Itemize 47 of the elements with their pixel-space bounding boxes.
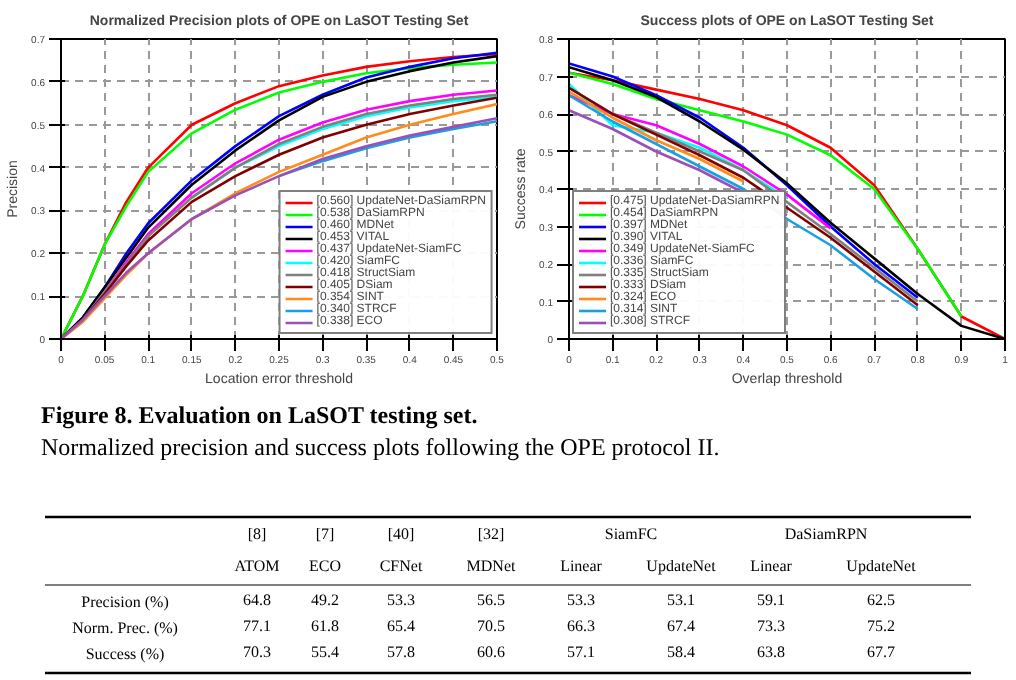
data-label: 66.3 bbox=[567, 617, 595, 635]
text: [32] bbox=[477, 525, 505, 543]
data-label: 56.5 bbox=[477, 591, 505, 609]
data-label: 70.5 bbox=[477, 617, 505, 635]
text: [40] bbox=[387, 525, 415, 543]
data-label: 60.6 bbox=[477, 643, 505, 661]
text: [8] bbox=[247, 525, 267, 543]
line-series bbox=[103, 89, 497, 294]
category-label: CFNet bbox=[379, 557, 424, 575]
data-label: 58.4 bbox=[667, 643, 695, 661]
data-label: 53.1 bbox=[667, 591, 695, 609]
data-label: 53.3 bbox=[567, 591, 595, 609]
data-label: 70.3 bbox=[243, 643, 271, 661]
text: Normalized precision and success plots following the OPE protocol II. bbox=[41, 433, 720, 461]
data-label: 61.8 bbox=[311, 617, 339, 635]
category-label: MDNet bbox=[466, 557, 517, 575]
data-label: 65.4 bbox=[387, 617, 415, 635]
data-label: 73.3 bbox=[757, 617, 785, 635]
data-label: 49.2 bbox=[311, 591, 339, 609]
data-label: 64.8 bbox=[243, 591, 271, 609]
line-series bbox=[569, 93, 832, 230]
line-series bbox=[569, 71, 963, 318]
data-label: 59.1 bbox=[757, 591, 785, 609]
data-label: 67.7 bbox=[867, 643, 895, 661]
line-series bbox=[569, 90, 745, 183]
text: Figure 8. Evaluation on LaSOT testing set. bbox=[41, 401, 478, 429]
text: DaSiamRPN bbox=[784, 525, 868, 543]
text: Norm. Prec. (%) bbox=[72, 619, 179, 637]
category-label: ECO bbox=[309, 557, 342, 575]
data-label: 62.5 bbox=[867, 591, 895, 609]
data-label: 57.1 bbox=[567, 643, 595, 661]
data-label: 75.2 bbox=[867, 617, 895, 635]
category-label: Linear bbox=[750, 557, 793, 575]
category-label: UpdateNet bbox=[846, 557, 918, 575]
category-label: Linear bbox=[560, 557, 603, 575]
category-label: UpdateNet bbox=[646, 557, 718, 575]
data-label: 77.1 bbox=[243, 617, 271, 635]
data-label: 67.4 bbox=[667, 617, 695, 635]
data-label: 63.8 bbox=[757, 643, 785, 661]
series-label: Precision (%) bbox=[81, 593, 170, 611]
text: [7] bbox=[315, 525, 335, 543]
category-label: ATOM bbox=[234, 557, 280, 575]
data-label: 55.4 bbox=[311, 643, 339, 661]
text: SiamFC bbox=[604, 525, 658, 543]
text: Success (%) bbox=[85, 645, 165, 663]
data-label: 53.3 bbox=[387, 591, 415, 609]
data-label: 57.8 bbox=[387, 643, 415, 661]
